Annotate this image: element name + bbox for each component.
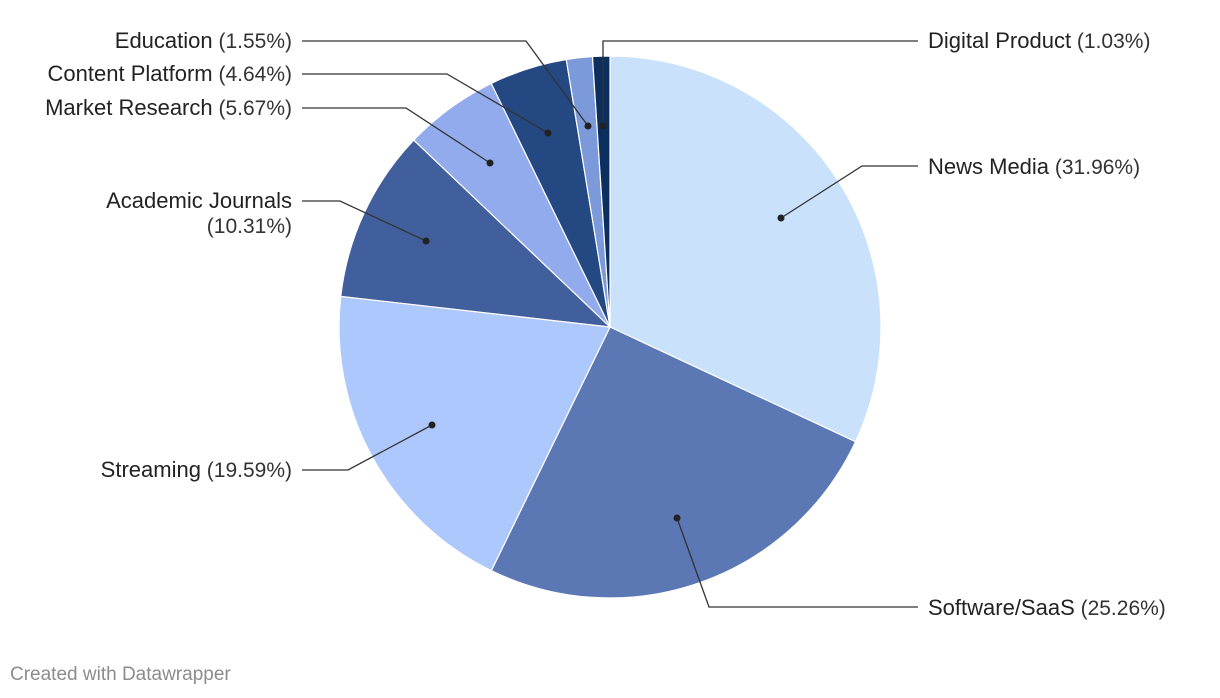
leader-dot-market-research [486,159,494,167]
slice-label-news-media: News Media (31.96%) [928,154,1140,179]
leader-line-news-media [780,165,918,219]
pie-slices [338,55,882,599]
slice-label-percent: (31.96%) [1049,156,1140,179]
slice-label-content-platform: Content Platform (4.64%) [48,61,292,86]
slice-label-streaming: Streaming (19.59%) [101,457,292,482]
slice-label-percent: (19.59%) [201,459,292,482]
leader-lines [302,40,918,608]
slice-label-percent: (10.31%) [207,215,292,238]
leader-dot-education [584,122,592,130]
slice-label-percent: (25.26%) [1075,597,1166,620]
slice-label-percent: (4.64%) [213,63,292,86]
slice-label-name: Digital Product [928,28,1071,53]
slice-label-name: Education [115,28,213,53]
slice-label-percent: (1.03%) [1071,30,1150,53]
slice-label-market-research: Market Research (5.67%) [45,95,292,120]
slice-label-academic-journals: Academic Journals (10.31%) [106,188,292,238]
slice-label-name: News Media [928,154,1050,179]
leader-line-market-research [302,107,491,164]
leader-dot-academic-journals [422,237,430,245]
leader-dot-news-media [777,214,785,222]
slice-label-name: Streaming [101,457,201,482]
leader-dot-streaming [428,421,436,429]
slice-label-percent: (5.67%) [213,97,292,120]
slice-label-name: Content Platform [48,61,213,86]
slice-label-digital-product: Digital Product (1.03%) [928,28,1150,53]
leader-dot-software-saas [673,514,681,522]
slice-label-name: Academic Journals [106,188,292,213]
slice-labels: News Media (31.96%) Software/SaaS (25.26%… [45,28,1166,620]
leader-line-education [302,40,589,127]
slice-label-name: Software/SaaS [928,595,1075,620]
leader-line-content-platform [302,73,549,134]
leader-dot-digital-product [599,122,607,130]
leader-line-digital-product [602,40,918,126]
slice-label-software-saas: Software/SaaS (25.26%) [928,595,1166,620]
leader-line-streaming [302,424,433,471]
slice-label-education: Education (1.55%) [115,28,292,53]
leader-dot-content-platform [544,129,552,137]
slice-label-percent: (1.55%) [213,30,292,53]
leader-line-software-saas [676,517,918,608]
slice-label-name: Market Research [45,95,213,120]
leader-line-academic-journals [302,200,427,242]
credit-text: Created with Datawrapper [10,664,231,685]
